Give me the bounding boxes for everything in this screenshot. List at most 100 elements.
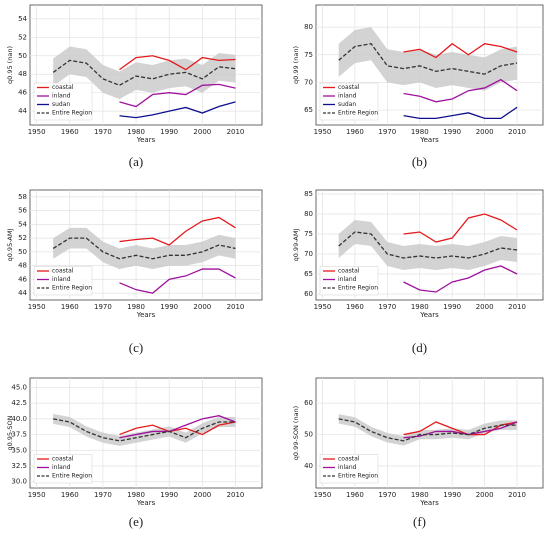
x-tick-label: 1980 (411, 128, 429, 136)
series-line (403, 106, 518, 120)
x-tick-label: 1970 (94, 303, 112, 311)
x-axis-label: Years (136, 311, 156, 319)
y-tick-label: 80 (304, 210, 313, 218)
series-line (403, 421, 518, 439)
x-tick-label: 1960 (61, 128, 79, 136)
x-tick-label: 1950 (314, 491, 332, 499)
legend-label: Entire Region (338, 473, 378, 480)
y-tick-label: 32.5 (11, 462, 27, 470)
x-tick-label: 2000 (476, 491, 494, 499)
x-tick-label: 1970 (378, 491, 396, 499)
series-line (338, 418, 518, 442)
y-tick-label: 44 (18, 107, 27, 115)
uncertainty-band (338, 27, 518, 91)
legend-label: inland (52, 464, 71, 471)
y-tick-label: 45.0 (11, 383, 27, 391)
series-line (119, 415, 236, 439)
panel-caption: (b) (412, 154, 427, 169)
y-tick-label: 54 (18, 220, 27, 228)
x-tick-label: 1980 (411, 491, 429, 499)
x-tick-label: 1960 (61, 491, 79, 499)
legend-label: coastal (52, 84, 74, 91)
x-tick-label: 2010 (227, 128, 245, 136)
series-line (403, 213, 518, 243)
y-tick-label: 30.0 (11, 478, 27, 486)
x-tick-label: 2000 (193, 128, 211, 136)
legend-label: Entire Region (52, 473, 92, 480)
legend-label: coastal (338, 456, 360, 463)
x-tick-label: 1950 (314, 128, 332, 136)
x-tick-label: 1960 (346, 491, 364, 499)
uncertainty-band (53, 413, 236, 446)
y-tick-label: 54 (18, 15, 27, 23)
panel-caption: (f) (413, 514, 426, 529)
series-line (403, 42, 518, 59)
x-tick-label: 2000 (193, 491, 211, 499)
x-tick-label: 1980 (411, 303, 429, 311)
uncertainty-band (53, 46, 236, 100)
x-tick-label: 1950 (28, 303, 46, 311)
y-tick-label: 80 (304, 23, 313, 31)
y-tick-label: 70 (304, 78, 313, 86)
series-line (403, 421, 518, 436)
legend-label: coastal (52, 268, 74, 275)
series-line (403, 265, 518, 293)
x-tick-label: 2010 (508, 303, 526, 311)
y-axis-label: q0.95 (nan) (6, 46, 14, 84)
x-axis-label: Years (419, 136, 439, 144)
y-tick-label: 52 (18, 234, 27, 242)
y-tick-label: 60 (304, 290, 313, 298)
y-tick-label: 60 (304, 399, 313, 407)
y-tick-label: 48 (18, 70, 27, 78)
legend-label: coastal (52, 456, 74, 463)
legend-label: inland (52, 93, 71, 100)
panel-caption: (d) (412, 340, 427, 355)
legend-label: inland (338, 464, 357, 471)
y-tick-label: 35.0 (11, 446, 27, 454)
series-line (119, 83, 236, 108)
x-tick-label: 1970 (378, 128, 396, 136)
x-tick-label: 2010 (508, 128, 526, 136)
uncertainty-band (53, 227, 236, 270)
series-line (119, 55, 236, 71)
x-tick-label: 1980 (127, 303, 145, 311)
y-axis-label: q0.99-SON (nan) (292, 406, 300, 460)
y-tick-label: 56 (18, 207, 27, 215)
x-tick-label: 2000 (476, 128, 494, 136)
x-tick-label: 1980 (127, 128, 145, 136)
y-tick-label: 50 (18, 248, 27, 256)
y-tick-label: 85 (304, 190, 313, 198)
legend-label: Entire Region (52, 285, 92, 292)
x-tick-label: 1950 (314, 303, 332, 311)
panel-caption: (c) (129, 340, 143, 355)
series-line (119, 268, 236, 294)
x-tick-label: 1970 (378, 303, 396, 311)
y-tick-label: 40 (304, 462, 313, 470)
x-tick-label: 2000 (476, 303, 494, 311)
uncertainty-band (338, 220, 518, 270)
x-tick-label: 1950 (28, 128, 46, 136)
legend-label: sudan (338, 101, 356, 108)
x-tick-label: 1970 (94, 491, 112, 499)
legend-label: inland (338, 276, 357, 283)
y-axis-label: q0.95-AMJ (6, 229, 14, 262)
legend-label: coastal (338, 84, 360, 91)
series-line (53, 418, 236, 442)
x-tick-label: 1970 (94, 128, 112, 136)
legend-label: inland (52, 276, 71, 283)
panel-caption: (a) (129, 154, 143, 169)
y-axis-label: q0.99 (nan) (292, 46, 300, 84)
x-tick-label: 1990 (160, 128, 178, 136)
legend-label: Entire Region (338, 110, 378, 117)
panel-caption: (e) (129, 514, 143, 529)
series-line (119, 101, 236, 119)
y-axis-label: q0.95-SON (6, 415, 14, 450)
x-axis-label: Years (136, 136, 156, 144)
y-tick-label: 40.0 (11, 415, 27, 423)
series-line (52, 237, 236, 260)
series-line (119, 216, 236, 246)
y-tick-label: 42.5 (11, 399, 27, 407)
y-tick-label: 75 (304, 51, 313, 59)
x-axis-label: Years (419, 311, 439, 319)
